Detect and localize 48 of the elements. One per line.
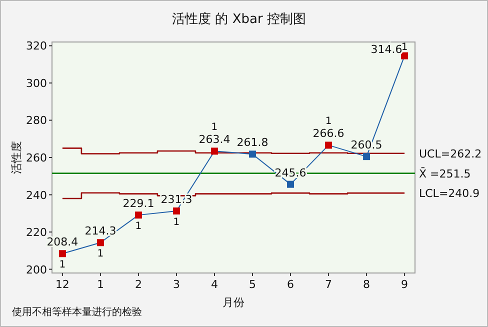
annotation: 1 [135,221,142,232]
x-axis-title: 月份 [222,296,244,309]
x-tick-label: 4 [210,278,218,291]
annotation: 1 [325,116,332,128]
text: 使用不相等样本量进行的检验 [12,306,142,318]
annotation: 1 [173,216,180,228]
x-tick-label: 1 [96,278,104,291]
x-tick-label: 7 [325,278,332,291]
y-tick-label: 320 [26,40,47,53]
y-tick-label: 240 [26,188,47,202]
point [134,212,142,219]
x-tick-label: 6 [287,278,294,291]
x-tick-label: 8 [363,278,370,291]
data-label: 263.4 [198,133,230,146]
y-tick-label: 200 [26,263,47,276]
annotation: 1 [211,122,218,134]
x-tick-label: 3 [172,278,180,291]
point [287,180,294,188]
y-tick-label: 220 [26,226,47,240]
point [363,153,370,160]
series-label: LCL=240.9 [419,187,480,200]
ref-line-label: X̄ =251.5 [419,166,471,180]
y-axis-title: 活性度 [10,141,23,174]
data-label: 266.6 [312,127,344,140]
point [210,148,218,155]
chart-title: 活性度 的 Xbar 控制图 [172,11,306,27]
x-tick-label: 5 [249,278,256,291]
x-tick-label: 12 [55,278,70,291]
point [325,142,332,149]
point [96,239,104,246]
data-label: 314.6 [370,42,402,56]
point [401,52,408,60]
series-label: UCL=262.2 [419,147,482,160]
point [58,250,66,258]
data-label: 208.4 [46,236,78,249]
x-tick-label: 2 [134,278,142,291]
data-label: 261.8 [236,136,268,150]
data-label: 229.1 [122,197,154,210]
x-tick-label: 9 [401,278,408,291]
y-tick-label: 280 [26,114,47,128]
point [249,150,256,158]
annotation: 1 [97,248,104,260]
point [172,207,180,214]
annotation: 1 [401,42,408,53]
y-tick-label: 300 [26,76,47,90]
annotation: 1 [59,260,66,271]
data-label: 214.3 [84,224,116,238]
y-tick-label: 260 [26,152,47,164]
